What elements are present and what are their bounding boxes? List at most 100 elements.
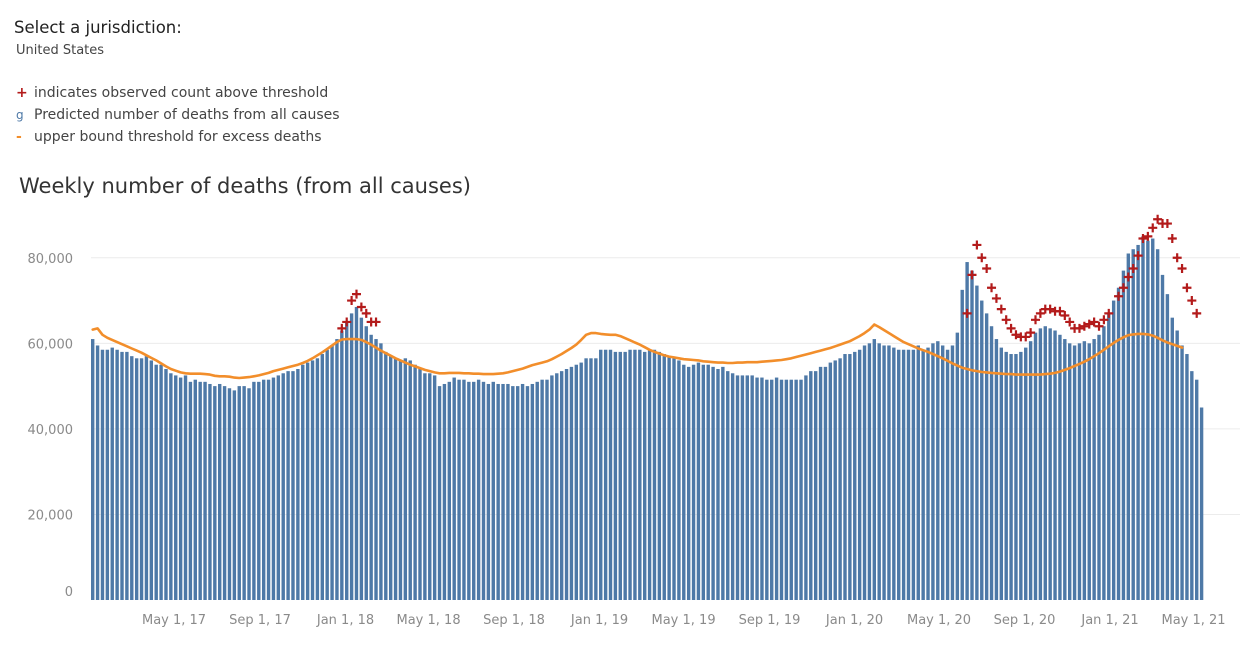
bar <box>1009 354 1013 600</box>
above-threshold-marker <box>1089 317 1099 327</box>
bar <box>1116 287 1121 600</box>
bar <box>1141 236 1145 600</box>
legend-label: upper bound threshold for excess deaths <box>34 129 322 145</box>
bar <box>950 345 955 600</box>
bar <box>716 369 720 600</box>
bar <box>940 345 945 600</box>
x-tick-label: Jan 1, 21 <box>1080 613 1138 628</box>
bar <box>960 289 964 600</box>
bar <box>1185 354 1189 600</box>
above-threshold-marker <box>1031 315 1041 325</box>
bar <box>945 349 950 600</box>
bar <box>696 362 701 600</box>
bar <box>452 377 456 600</box>
bar <box>1038 328 1043 600</box>
bar <box>178 377 183 600</box>
bar <box>320 354 324 600</box>
bar <box>447 381 452 600</box>
bar <box>472 381 476 600</box>
bar <box>232 390 237 600</box>
x-tick-label: Jan 1, 18 <box>316 613 374 628</box>
bar <box>1102 326 1106 600</box>
above-threshold-marker <box>1187 296 1197 306</box>
bar <box>999 347 1004 600</box>
bar <box>1024 347 1028 600</box>
bar <box>755 377 759 600</box>
bar <box>623 351 627 600</box>
bar <box>916 345 920 600</box>
above-threshold-marker <box>1192 308 1202 318</box>
bar <box>496 383 500 600</box>
bar <box>936 341 940 600</box>
above-threshold-marker <box>1167 234 1177 244</box>
bar <box>418 369 422 600</box>
bar <box>462 379 466 600</box>
bar <box>559 371 564 600</box>
bar <box>183 375 188 600</box>
y-tick-label: 0 <box>65 585 73 600</box>
bar <box>1170 317 1174 600</box>
x-tick-label: May 1, 21 <box>1161 613 1225 628</box>
above-threshold-marker <box>977 253 987 263</box>
bar <box>1072 345 1077 600</box>
jurisdiction-select[interactable]: United States <box>16 43 105 58</box>
bar <box>525 386 530 600</box>
bar <box>608 349 613 600</box>
bar <box>1199 407 1204 600</box>
bar <box>242 386 246 600</box>
bar <box>110 347 114 600</box>
bar <box>1151 238 1155 600</box>
bar <box>286 371 290 600</box>
bar <box>91 339 95 600</box>
above-threshold-marker <box>967 270 977 280</box>
bar <box>364 326 368 600</box>
bar <box>193 379 197 600</box>
bar <box>1043 326 1047 600</box>
y-tick-label: 40,000 <box>28 423 74 438</box>
x-tick-label: Sep 1, 18 <box>483 613 545 628</box>
above-threshold-marker <box>1055 306 1065 316</box>
bar <box>901 349 906 600</box>
bar <box>1107 313 1111 600</box>
chart-title: Weekly number of deaths (from all causes… <box>19 174 471 198</box>
above-threshold-marker <box>1094 321 1104 331</box>
bar <box>442 383 447 600</box>
bar <box>706 364 710 600</box>
threshold-line <box>91 323 1184 380</box>
bar <box>374 339 378 600</box>
x-tick-label: May 1, 20 <box>907 613 971 628</box>
bar <box>989 326 994 600</box>
bar <box>159 364 163 600</box>
bar <box>1028 341 1033 600</box>
plus-icon: + <box>16 85 28 101</box>
bar <box>730 373 735 600</box>
bar <box>198 381 202 600</box>
bar <box>584 358 588 600</box>
bar <box>618 351 622 600</box>
bar <box>628 349 632 600</box>
bar <box>476 379 481 600</box>
bar <box>139 358 144 600</box>
bar <box>838 358 842 600</box>
above-threshold-marker <box>1114 291 1124 301</box>
bar <box>657 351 662 600</box>
bar <box>105 349 110 600</box>
bar <box>848 354 852 600</box>
bar <box>721 366 725 600</box>
bar <box>266 379 271 600</box>
bar <box>892 347 896 600</box>
bar <box>247 388 251 600</box>
bar <box>335 339 339 600</box>
bar <box>467 381 471 600</box>
legend-item-predicted: g Predicted number of deaths from all ca… <box>16 104 340 126</box>
bar <box>1160 274 1165 600</box>
bar <box>164 369 168 600</box>
bar <box>667 356 671 600</box>
bar <box>388 356 393 600</box>
above-threshold-marker <box>1162 219 1172 229</box>
bar <box>1111 300 1116 600</box>
bar <box>1195 379 1199 600</box>
above-threshold-marker <box>1133 251 1143 261</box>
bar <box>1126 253 1131 600</box>
bar <box>897 349 901 600</box>
